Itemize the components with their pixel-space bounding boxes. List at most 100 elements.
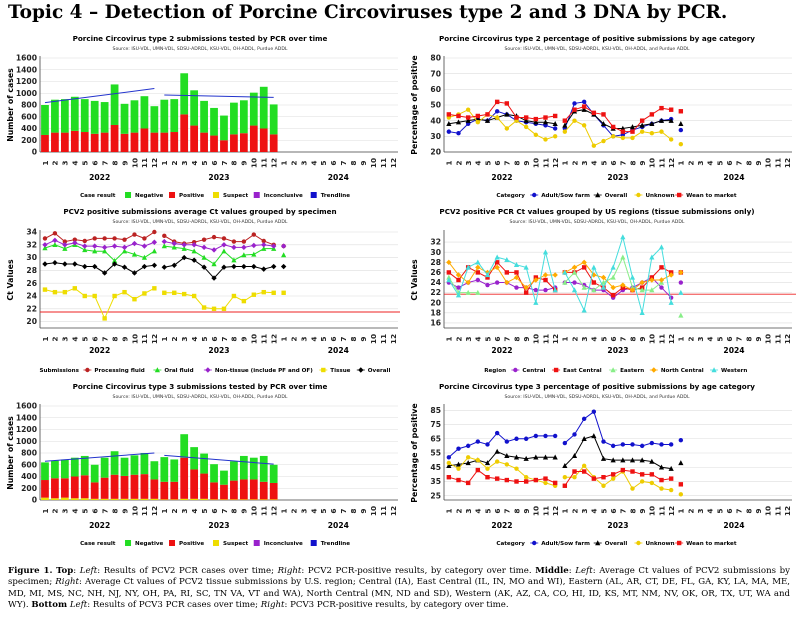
x-tick-label: 1 [160,160,169,165]
x-tick-label: 9 [638,508,647,513]
data-point-unknown [475,120,481,125]
x-tick-label: 5 [715,160,724,165]
data-point-overall [581,106,587,112]
data-point-non-tissue-include-pf-and-of- [72,240,78,246]
data-point-tissue [231,293,237,299]
bar-positive [160,481,169,500]
data-point-overall [600,121,607,126]
data-point-wean-to-market [639,472,645,477]
y-tick-label: 1000 [16,89,37,98]
y-tick-label: 18 [430,308,441,317]
data-point-wean-to-market [475,113,481,119]
data-point-non-tissue-include-pf-and-of- [181,242,187,248]
chart-pcv2-percentage-svg: Porcine Circovirus type 2 percentage of … [410,34,792,199]
x-tick-label: 2 [170,160,179,165]
bar-positive [200,132,208,152]
x-tick-label: 9 [240,508,249,513]
y-tick-label: 0 [32,496,37,505]
data-point-tissue [211,306,217,311]
data-point-north-central [446,259,452,266]
x-tick-label: 3 [696,160,705,165]
x-tick-label: 11 [541,506,550,516]
data-point-adult-sow-farm [456,446,461,451]
bar-positive [249,479,258,500]
legend-title: Category [496,193,525,199]
x-tick-label: 8 [744,160,753,165]
bar-negative [190,447,199,470]
data-point-oral-fluid [102,248,108,254]
x-tick-label: 12 [551,506,560,516]
data-point-western [533,299,539,305]
data-point-wean-to-market [620,129,626,134]
data-point-oral-fluid [151,248,157,254]
data-point-overall [171,262,177,268]
x-tick-label: 4 [706,336,715,341]
data-point-north-central [494,264,500,271]
legend-title: Submissions [39,368,79,374]
bar-positive [180,114,189,152]
data-point-overall [251,263,257,270]
data-point-wean-to-market [572,107,577,112]
data-point-wean-to-market [668,476,674,481]
data-point-western [504,256,510,262]
data-point-wean-to-market [659,105,664,111]
data-point-central [485,282,490,288]
x-tick-label: 7 [339,336,348,341]
data-point-adult-sow-farm [446,129,452,134]
x-tick-label: 5 [483,336,492,341]
bar-positive [140,128,149,152]
x-tick-label: 7 [619,336,628,341]
data-point-overall [658,464,665,470]
data-point-processing-fluid [251,232,257,237]
series-line-overall [164,257,274,279]
x-tick-label: 6 [493,336,502,341]
chart-source: Source: ISU-VDL, UMN-VDL, SDSU-ADRDL, KS… [504,394,689,400]
data-point-east-central [543,277,548,283]
trendline [164,94,274,98]
y-tick-label: 400 [21,124,37,133]
data-point-overall [141,263,148,270]
x-tick-label: 11 [379,334,388,344]
data-point-north-central [542,272,549,278]
data-point-oral-fluid [42,245,48,251]
legend-label: Positive [179,193,204,199]
bar-negative [120,103,129,134]
x-tick-label: 1 [41,160,50,165]
data-point-adult-sow-farm [494,109,500,114]
x-tick-label: 10 [250,506,259,516]
data-point-oral-fluid [251,251,257,257]
x-tick-label: 11 [140,506,149,516]
chart-source: Source: ISU-VDL, UMN-VDL, SDSU-ADRDL, KS… [113,394,288,400]
data-point-overall [82,263,88,270]
x-tick-label: 6 [609,160,618,165]
data-point-adult-sow-farm [504,439,510,444]
x-tick-label: 3 [299,508,308,513]
x-tick-label: 8 [512,508,521,513]
x-tick-label: 7 [735,508,744,513]
data-point-overall [52,260,58,266]
data-point-oral-fluid [201,254,207,260]
data-point-overall [161,264,168,270]
data-point-tissue [122,289,127,295]
page-title: Topic 4 – Detection of Porcine Circoviru… [8,2,728,23]
bar-positive [180,457,189,499]
y-tick-label: 600 [21,460,37,469]
y-tick-label: 80 [430,54,441,63]
data-point-adult-sow-farm [523,436,529,441]
data-point-tissue [82,293,87,299]
bar-negative [190,90,199,126]
year-label: 2024 [723,346,744,355]
data-point-overall [72,261,78,267]
legend-key-trendline [310,540,317,546]
x-tick-label: 8 [110,508,119,513]
data-point-adult-sow-farm [562,440,568,446]
x-tick-label: 4 [590,508,599,513]
x-tick-label: 4 [190,160,199,165]
data-point-non-tissue-include-pf-and-of- [270,243,277,249]
data-point-western [552,287,558,293]
legend-key-oral-fluid [154,367,160,373]
x-tick-label: 4 [706,508,715,513]
x-tick-label: 10 [130,334,139,344]
x-tick-label: 2 [51,508,60,513]
caption-bottom-right-text: : PCV3 PCR-positive results, by category… [284,600,509,611]
